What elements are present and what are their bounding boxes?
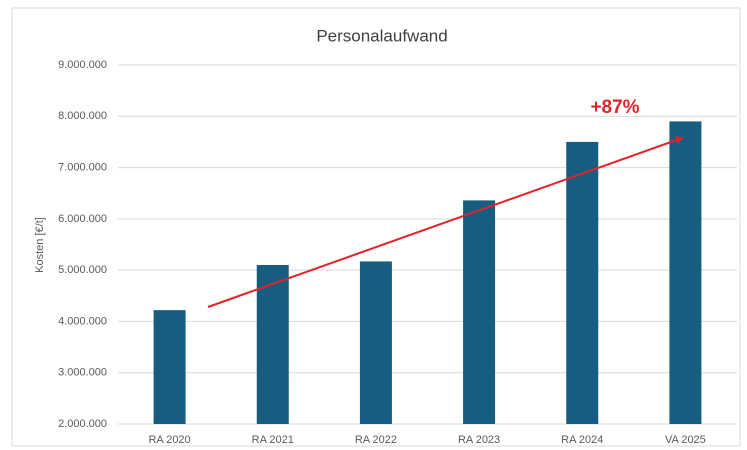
bar	[359, 261, 392, 424]
x-tick-label: VA 2025	[665, 434, 706, 446]
x-tick-label: RA 2020	[148, 434, 190, 446]
y-tick-label: 7.000.000	[58, 161, 107, 173]
y-tick-label: 5.000.000	[58, 264, 107, 276]
y-tick-label: 8.000.000	[58, 110, 107, 122]
y-tick-label: 3.000.000	[58, 367, 107, 379]
plot-area: 2.000.000 3.000.000 4.000.000 5.000.000 6.00…	[58, 59, 737, 446]
annotation: +87%	[590, 97, 639, 118]
trend-arrow	[207, 136, 684, 308]
bar	[463, 200, 496, 424]
bar	[153, 310, 186, 424]
bar	[566, 141, 599, 424]
bar	[669, 121, 702, 425]
chart-title: Personalaufwand	[316, 26, 447, 45]
y-tick-label: 6.000.000	[58, 213, 107, 225]
x-tick-label: RA 2022	[355, 434, 397, 446]
x-tick-label: RA 2024	[561, 434, 603, 446]
y-tick-label: 4.000.000	[58, 315, 107, 327]
bar	[256, 265, 289, 424]
x-tick-label: RA 2021	[252, 434, 294, 446]
y-tick-label: 9.000.000	[58, 59, 107, 71]
y-tick-label: 2.000.000	[58, 418, 107, 430]
y-axis-label: Kosten [€/t]	[34, 217, 46, 273]
x-tick-label: RA 2023	[458, 434, 500, 446]
